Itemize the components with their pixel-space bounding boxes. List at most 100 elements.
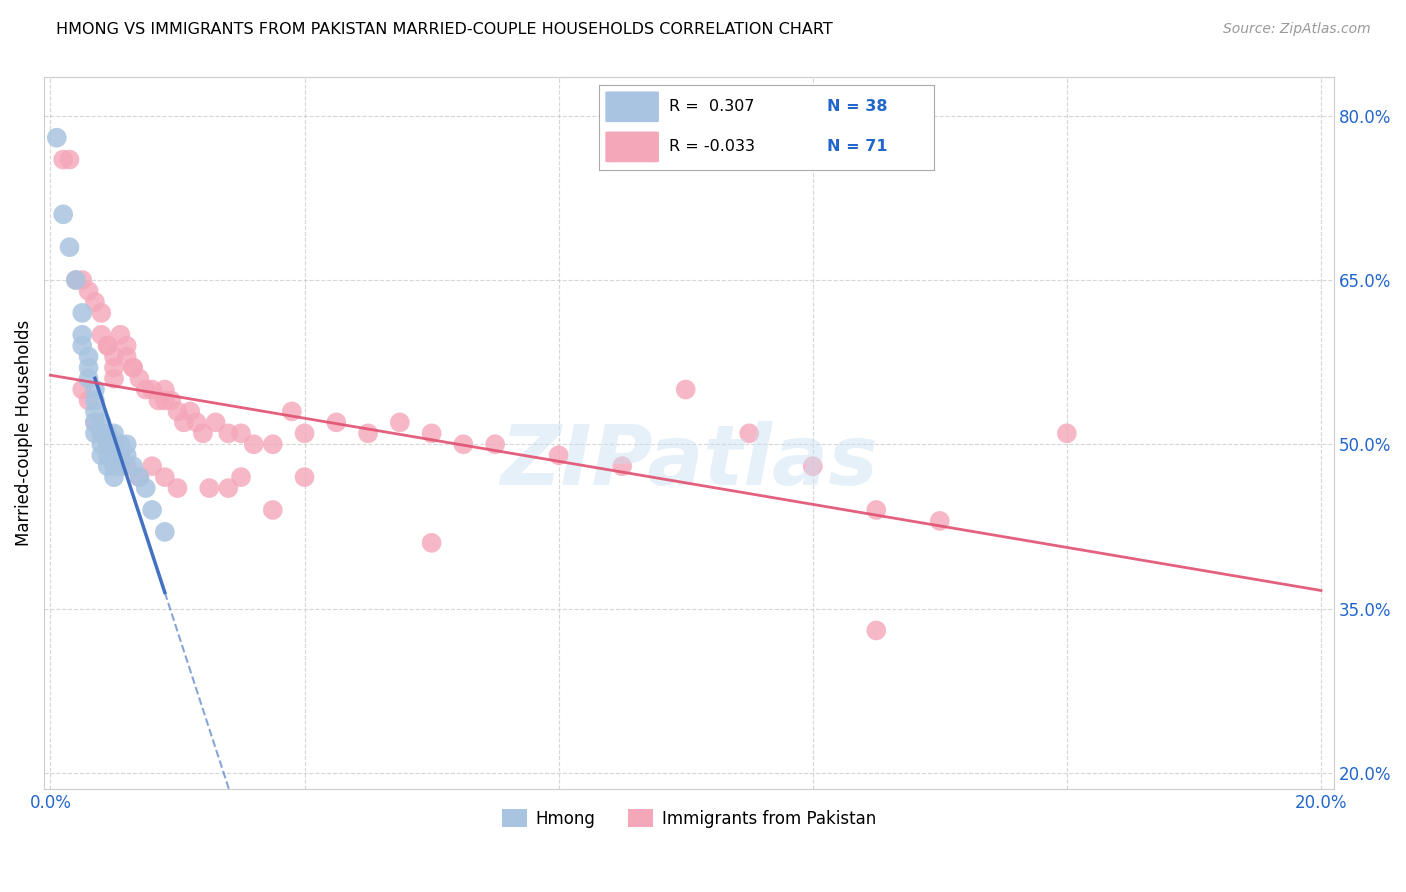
Point — [115, 437, 138, 451]
Point — [97, 339, 120, 353]
Point — [294, 426, 316, 441]
Point — [58, 240, 80, 254]
Point — [77, 393, 100, 408]
Point — [110, 448, 132, 462]
Point — [217, 426, 239, 441]
Point — [70, 273, 93, 287]
Point — [77, 284, 100, 298]
Point — [141, 383, 163, 397]
Point — [52, 153, 75, 167]
Point — [97, 426, 120, 441]
Point — [110, 327, 132, 342]
Point — [58, 153, 80, 167]
Text: ZIPatlas: ZIPatlas — [501, 421, 877, 502]
Point — [173, 416, 195, 430]
Point — [281, 404, 304, 418]
Point — [865, 624, 887, 638]
Point — [128, 371, 150, 385]
Point — [294, 470, 316, 484]
Point — [1056, 426, 1078, 441]
Point — [186, 416, 208, 430]
Point — [141, 503, 163, 517]
Point — [90, 306, 112, 320]
Point — [262, 437, 284, 451]
Point — [229, 426, 252, 441]
Point — [84, 416, 107, 430]
Point — [90, 437, 112, 451]
Point — [675, 383, 697, 397]
Point — [70, 383, 93, 397]
Point — [97, 448, 120, 462]
Point — [65, 273, 87, 287]
Point — [928, 514, 950, 528]
Point — [70, 327, 93, 342]
Point — [103, 437, 125, 451]
Point — [325, 416, 347, 430]
Point — [97, 459, 120, 474]
Point — [77, 350, 100, 364]
Point — [179, 404, 201, 418]
Point — [77, 371, 100, 385]
Point — [103, 448, 125, 462]
Point — [90, 448, 112, 462]
Point — [148, 393, 170, 408]
Point — [153, 393, 176, 408]
Point — [103, 459, 125, 474]
Point — [191, 426, 214, 441]
Y-axis label: Married-couple Households: Married-couple Households — [15, 320, 32, 547]
Point — [128, 470, 150, 484]
Point — [262, 503, 284, 517]
Point — [204, 416, 226, 430]
Point — [103, 426, 125, 441]
Point — [84, 294, 107, 309]
Point — [128, 470, 150, 484]
Point — [84, 383, 107, 397]
Point — [453, 437, 475, 451]
Point — [65, 273, 87, 287]
Point — [122, 459, 145, 474]
Point — [153, 383, 176, 397]
Point — [90, 426, 112, 441]
Point — [84, 393, 107, 408]
Point — [45, 130, 67, 145]
Point — [115, 339, 138, 353]
Point — [84, 426, 107, 441]
Point — [166, 481, 188, 495]
Text: Source: ZipAtlas.com: Source: ZipAtlas.com — [1223, 22, 1371, 37]
Point — [738, 426, 761, 441]
Point — [97, 339, 120, 353]
Point — [865, 503, 887, 517]
Point — [122, 360, 145, 375]
Point — [141, 459, 163, 474]
Point — [90, 426, 112, 441]
Point — [388, 416, 411, 430]
Point — [166, 404, 188, 418]
Point — [242, 437, 264, 451]
Point — [135, 383, 157, 397]
Point — [97, 437, 120, 451]
Point — [153, 470, 176, 484]
Point — [103, 371, 125, 385]
Point — [84, 416, 107, 430]
Legend: Hmong, Immigrants from Pakistan: Hmong, Immigrants from Pakistan — [495, 803, 883, 834]
Point — [103, 437, 125, 451]
Point — [90, 416, 112, 430]
Point — [70, 306, 93, 320]
Point — [110, 448, 132, 462]
Point — [110, 459, 132, 474]
Point — [115, 448, 138, 462]
Point — [103, 350, 125, 364]
Point — [612, 459, 634, 474]
Point — [52, 207, 75, 221]
Point — [97, 437, 120, 451]
Point — [70, 339, 93, 353]
Point — [357, 426, 380, 441]
Point — [103, 360, 125, 375]
Point — [547, 448, 569, 462]
Point — [110, 437, 132, 451]
Point — [801, 459, 824, 474]
Point — [484, 437, 506, 451]
Point — [115, 350, 138, 364]
Point — [77, 360, 100, 375]
Point — [90, 327, 112, 342]
